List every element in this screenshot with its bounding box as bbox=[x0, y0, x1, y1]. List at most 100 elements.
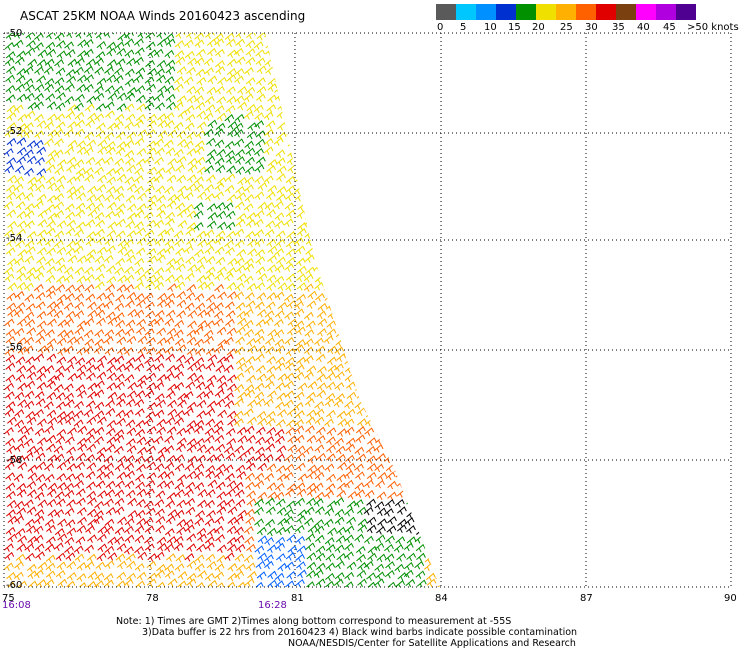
wind-barb bbox=[427, 326, 437, 336]
wind-barb bbox=[66, 571, 77, 581]
wind-barb bbox=[237, 317, 247, 327]
wind-barb bbox=[234, 372, 245, 382]
wind-barb bbox=[15, 191, 26, 201]
colorbar-label: 0 bbox=[437, 22, 444, 33]
wind-barb bbox=[437, 74, 440, 84]
wind-barb bbox=[296, 273, 307, 283]
wind-barb bbox=[365, 222, 376, 231]
wind-barb bbox=[47, 509, 58, 518]
wind-barb bbox=[34, 42, 44, 51]
wind-barb bbox=[255, 266, 266, 275]
wind-barb bbox=[267, 94, 277, 104]
wind-barb bbox=[294, 39, 305, 49]
wind-barb bbox=[105, 245, 116, 254]
wind-barb bbox=[125, 553, 136, 562]
lat-label: -58 bbox=[6, 455, 23, 466]
wind-barb bbox=[64, 345, 74, 355]
wind-barb bbox=[337, 461, 347, 471]
wind-barb bbox=[264, 202, 275, 211]
wind-barb bbox=[94, 273, 105, 282]
wind-barb bbox=[45, 204, 56, 213]
wind-barb bbox=[26, 506, 37, 515]
wind-barb bbox=[125, 113, 136, 123]
wind-barb bbox=[194, 582, 205, 587]
wind-barb bbox=[205, 155, 216, 165]
wind-barb bbox=[194, 86, 205, 95]
wind-barb bbox=[66, 219, 77, 229]
wind-barb bbox=[124, 38, 135, 47]
wind-barb bbox=[395, 427, 406, 437]
wind-barb bbox=[37, 229, 47, 238]
wind-barb bbox=[436, 101, 440, 111]
wind-barb bbox=[205, 104, 216, 113]
wind-barb bbox=[165, 59, 176, 69]
wind-barb bbox=[376, 553, 387, 563]
wind-barb bbox=[194, 33, 205, 41]
wind-barb bbox=[376, 393, 387, 402]
wind-barb bbox=[394, 110, 404, 119]
wind-barb bbox=[125, 299, 135, 309]
wind-barb bbox=[276, 186, 287, 195]
wind-barb bbox=[36, 320, 47, 330]
wind-barb bbox=[65, 211, 76, 221]
wind-barb bbox=[106, 265, 116, 274]
wind-barb bbox=[26, 364, 36, 374]
wind-barb bbox=[84, 338, 95, 347]
wind-barb bbox=[277, 409, 287, 418]
wind-barb bbox=[325, 453, 336, 462]
wind-barb bbox=[55, 365, 65, 374]
wind-barb bbox=[364, 284, 375, 293]
wind-barb bbox=[255, 138, 266, 148]
wind-barb bbox=[177, 209, 187, 218]
wind-barb bbox=[305, 212, 316, 222]
wind-barb bbox=[357, 147, 367, 156]
wind-barb bbox=[117, 516, 127, 526]
wind-barb bbox=[95, 480, 106, 489]
wind-barb bbox=[146, 425, 157, 435]
wind-barb bbox=[4, 42, 15, 51]
wind-barb bbox=[204, 193, 215, 202]
wind-barb bbox=[115, 58, 126, 67]
wind-barb bbox=[196, 48, 206, 58]
wind-barb bbox=[375, 374, 386, 383]
wind-barb bbox=[87, 534, 97, 543]
wind-barb bbox=[56, 293, 67, 303]
wind-barb bbox=[74, 159, 85, 168]
wind-barb bbox=[176, 66, 187, 75]
wind-barb bbox=[187, 57, 198, 67]
colorbar-label: 20 bbox=[532, 22, 545, 33]
wind-barb bbox=[286, 300, 297, 309]
wind-barb bbox=[417, 173, 427, 182]
wind-barb bbox=[274, 310, 285, 319]
wind-barb bbox=[384, 399, 394, 408]
wind-barb bbox=[376, 410, 387, 419]
wind-barb bbox=[4, 543, 14, 552]
wind-barb bbox=[377, 67, 388, 77]
wind-barb bbox=[126, 335, 137, 345]
wind-barb bbox=[5, 472, 16, 481]
wind-barb bbox=[76, 346, 87, 356]
wind-barb bbox=[435, 572, 440, 581]
wind-barb bbox=[156, 399, 166, 409]
wind-barb bbox=[417, 389, 428, 399]
wind-barb bbox=[385, 444, 396, 454]
wind-barb bbox=[375, 571, 385, 581]
wind-barb bbox=[425, 499, 436, 509]
wind-barb bbox=[195, 302, 206, 311]
wind-barb bbox=[216, 506, 227, 515]
wind-barb bbox=[36, 146, 47, 156]
wind-barb bbox=[377, 294, 387, 303]
wind-barb bbox=[136, 147, 147, 157]
wind-barb bbox=[255, 436, 266, 446]
wind-barb bbox=[323, 335, 334, 345]
wind-barb bbox=[66, 75, 76, 85]
wind-barb bbox=[306, 391, 316, 401]
wind-barb bbox=[295, 497, 306, 507]
wind-barb bbox=[63, 274, 74, 283]
wind-barb bbox=[437, 471, 440, 481]
wind-barb bbox=[386, 158, 397, 167]
wind-barb bbox=[85, 202, 96, 211]
wind-barb bbox=[53, 384, 64, 393]
wind-barb bbox=[227, 291, 237, 300]
wind-barb bbox=[156, 254, 166, 264]
